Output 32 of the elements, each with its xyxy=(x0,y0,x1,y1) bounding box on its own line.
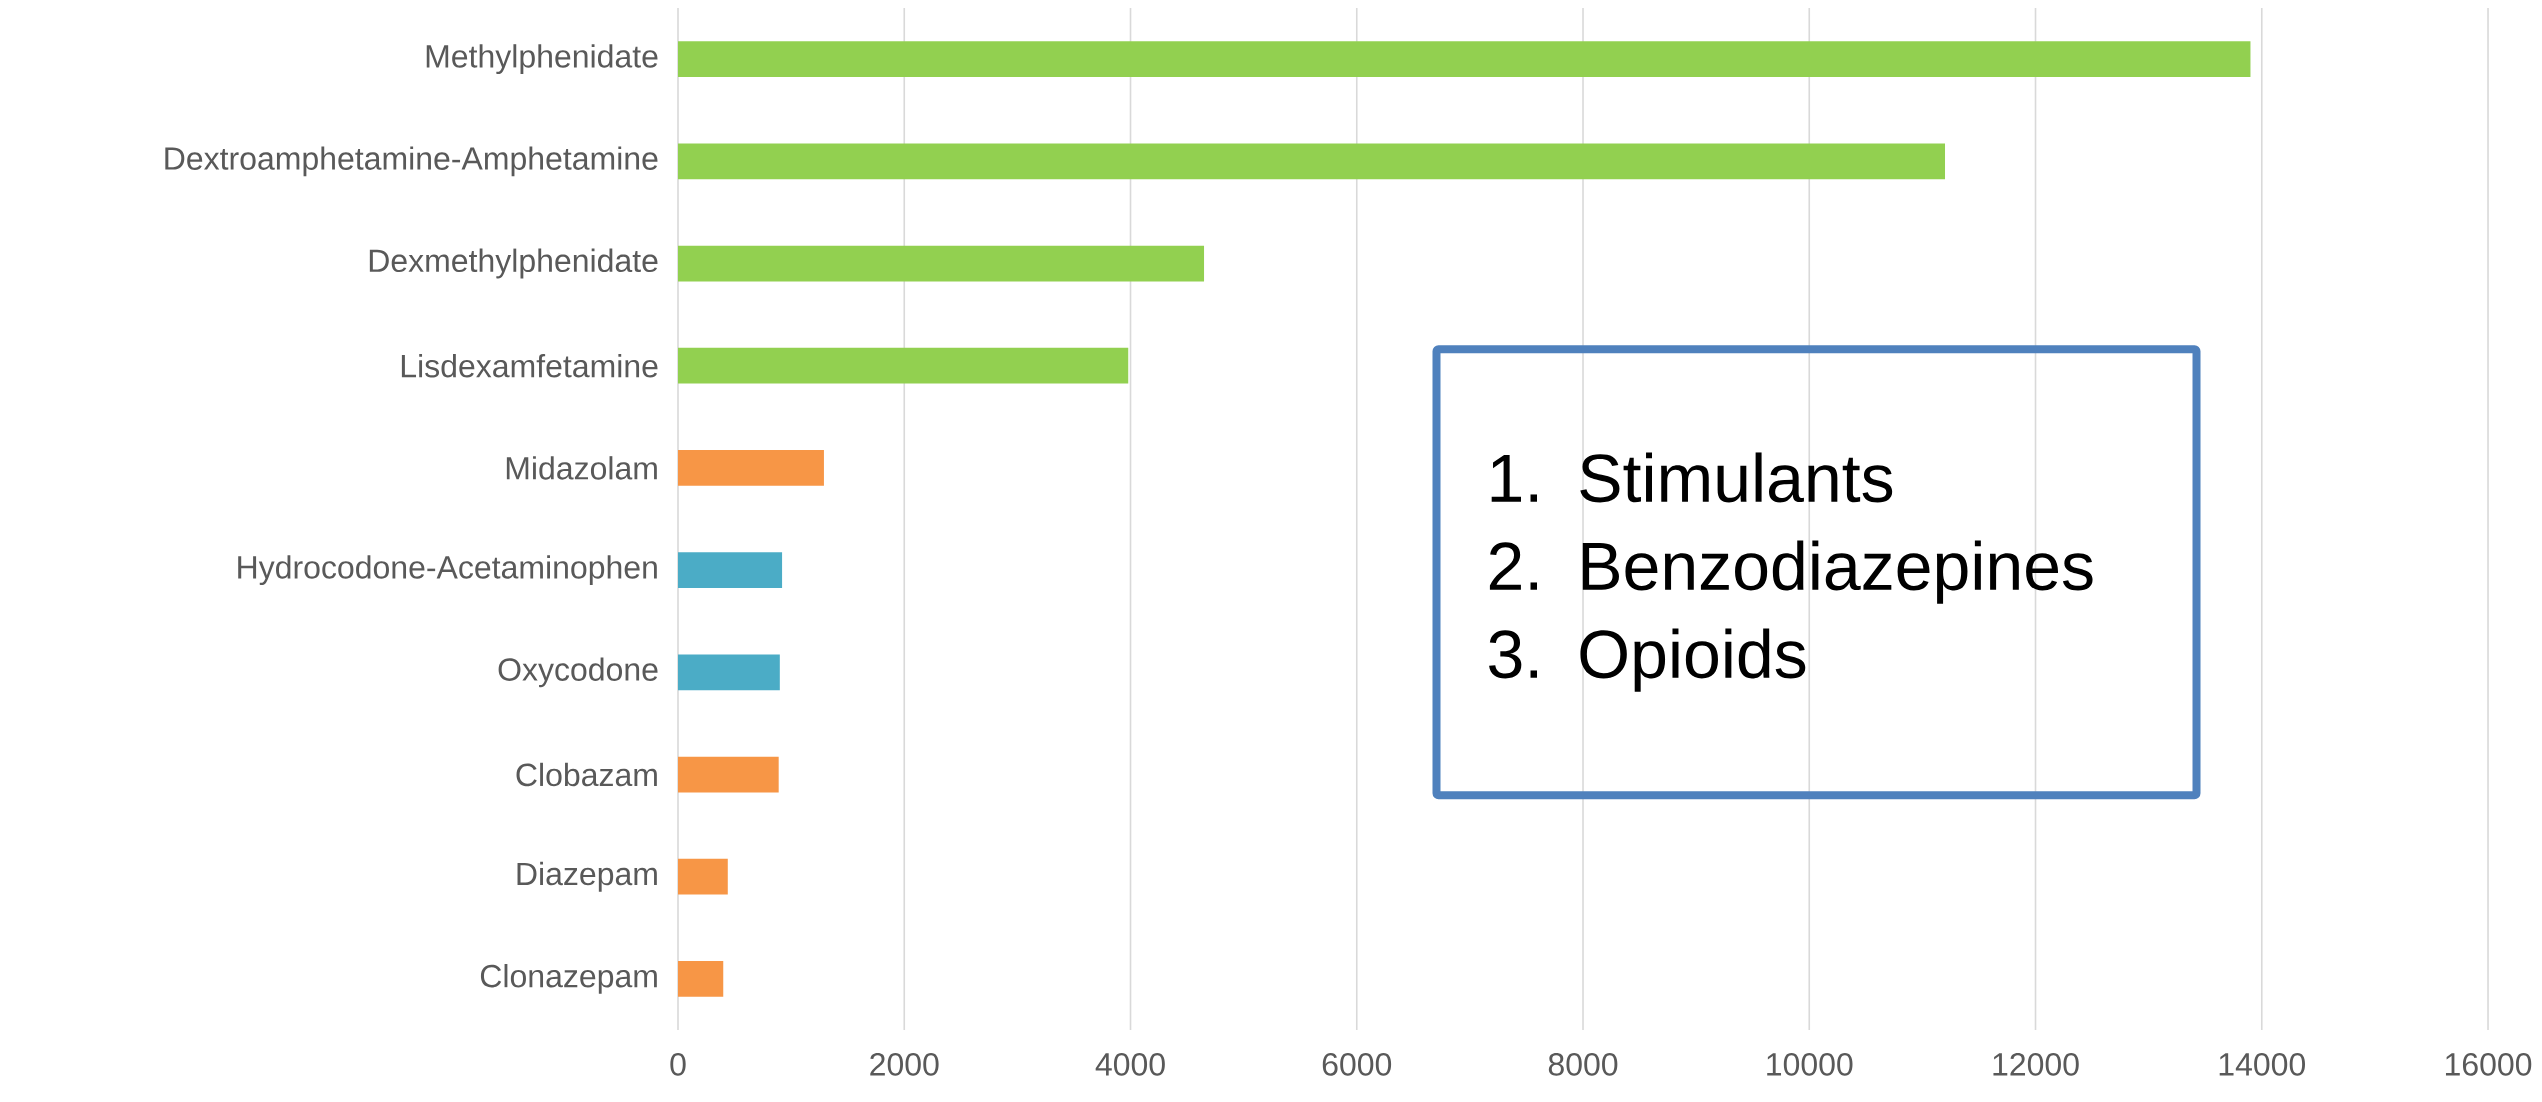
bar xyxy=(678,450,824,486)
y-tick-label: Hydrocodone-Acetaminophen xyxy=(238,555,657,586)
x-tick-label: 12000 xyxy=(1993,1053,2079,1076)
x-tick-label: 0 xyxy=(670,1053,686,1076)
annotation: 3. Opioids xyxy=(1489,628,1806,692)
y-tick-label: Methylphenidate xyxy=(426,44,658,75)
y-tick-label: Dextroamphetamine-Amphetamine xyxy=(165,146,658,177)
bar xyxy=(678,858,728,895)
y-tick-label: Oxycodone xyxy=(498,657,658,688)
bar xyxy=(678,552,783,588)
x-tick-label: 4000 xyxy=(1095,1053,1165,1076)
y-tick-label: Midazolam xyxy=(506,456,657,480)
bar xyxy=(678,756,779,793)
y-tick-label: Dexmethylphenidate xyxy=(369,248,658,279)
bar xyxy=(678,143,1946,180)
annotation: 1. Stimulants xyxy=(1491,452,1893,503)
bar xyxy=(678,961,724,997)
x-tick-label: 10000 xyxy=(1767,1053,1853,1076)
y-tick-label: Diazepam xyxy=(517,861,657,892)
x-tick-label: 2000 xyxy=(870,1053,939,1076)
bar xyxy=(678,245,1205,282)
y-tick-label: Clobazam xyxy=(516,762,657,787)
y-tick-label: Clonazepam xyxy=(480,964,657,994)
x-tick-label: 8000 xyxy=(1548,1053,1618,1076)
y-tick-label: Lisdexamfetamine xyxy=(401,353,658,378)
bar xyxy=(678,41,2251,77)
bar xyxy=(678,347,1129,384)
annotation: 2. Benzodiazepines xyxy=(1489,540,2093,604)
x-tick-label: 6000 xyxy=(1322,1053,1392,1076)
x-tick-label: 14000 xyxy=(2219,1053,2306,1076)
x-tick-label: 16000 xyxy=(2445,1053,2532,1076)
bar xyxy=(678,654,780,691)
